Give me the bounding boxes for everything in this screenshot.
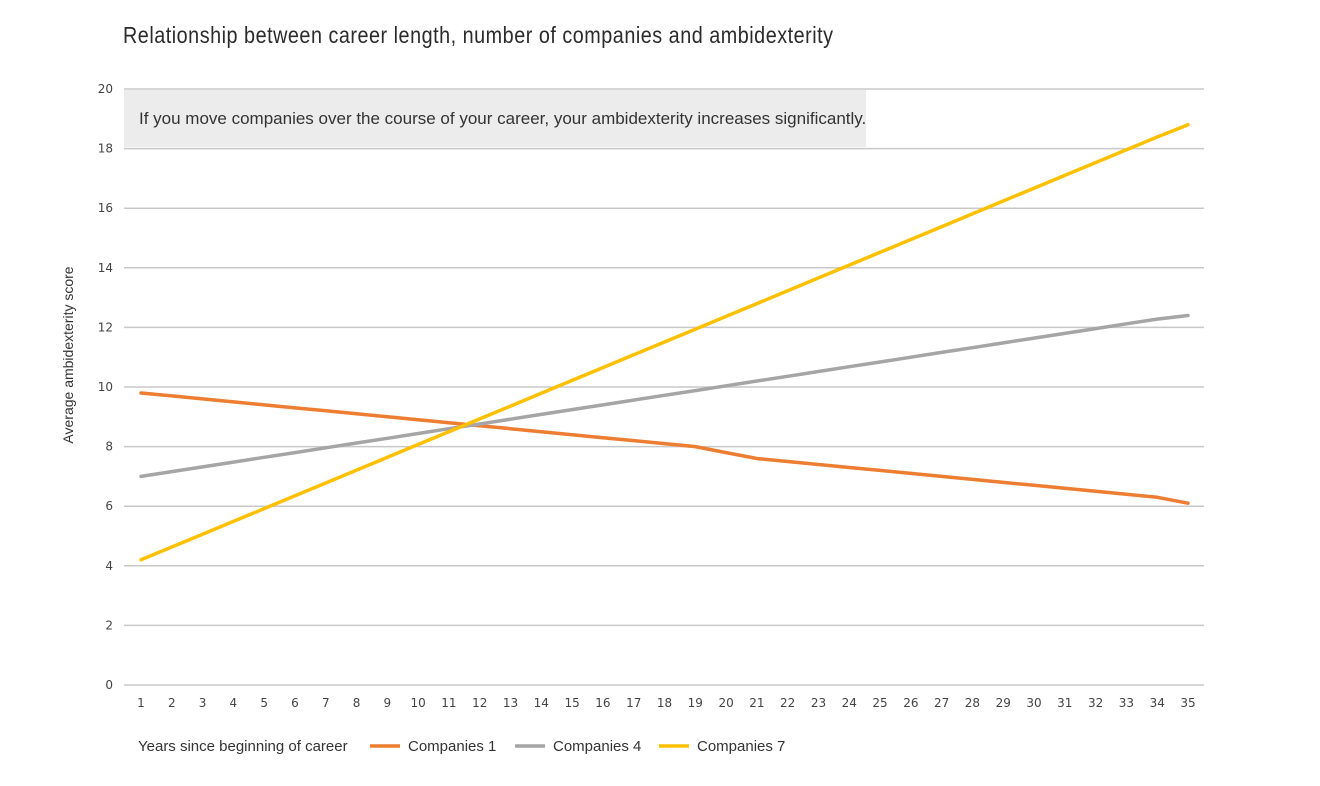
x-tick-label: 6 [291,696,299,710]
y-tick-label: 20 [98,82,113,96]
x-tick-label: 12 [472,696,487,710]
x-tick-label: 35 [1180,696,1195,710]
series-line-companies-4 [139,313,1190,479]
chart-title: Relationship between career length, numb… [123,22,834,48]
x-tick-label: 2 [168,696,176,710]
y-tick-label: 4 [105,559,113,573]
x-tick-label: 10 [411,696,426,710]
x-tick-label: 7 [322,696,330,710]
x-tick-label: 25 [872,696,887,710]
x-tick-label: 29 [996,696,1011,710]
x-tick-label: 5 [260,696,268,710]
x-tick-label: 18 [657,696,672,710]
x-tick-label: 16 [595,696,610,710]
x-tick-label: 13 [503,696,518,710]
x-tick-label: 27 [934,696,949,710]
annotation-text: If you move companies over the course of… [139,109,866,128]
x-tick-label: 28 [965,696,980,710]
y-axis-ticks: 0 2 4 6 8 10 12 14 16 18 20 [98,82,113,692]
x-tick-label: 33 [1119,696,1134,710]
x-tick-label: 11 [441,696,456,710]
x-tick-label: 24 [842,696,857,710]
x-tick-label: 34 [1150,696,1165,710]
x-tick-label: 32 [1088,696,1103,710]
legend-label-companies-1: Companies 1 [408,738,496,755]
x-tick-label: 23 [811,696,826,710]
x-axis-label: Years since beginning of career [138,738,348,755]
y-tick-label: 0 [105,678,113,692]
x-tick-label: 9 [384,696,392,710]
y-tick-label: 2 [105,618,113,632]
y-axis-label: Average ambidexterity score [60,266,76,443]
gridlines [124,88,1204,686]
x-axis-ticks: 1 2 3 4 5 6 7 8 9 10 11 12 13 14 15 16 17 18 19 20 21 22 23 24 2… [137,696,1195,710]
series-line-companies-1 [139,391,1190,505]
y-tick-label: 6 [105,499,113,513]
x-tick-label: 30 [1026,696,1041,710]
series-lines [139,123,1190,562]
annotation-box [124,90,866,147]
y-tick-label: 12 [98,320,113,334]
x-tick-label: 17 [626,696,641,710]
x-tick-label: 4 [230,696,238,710]
series-line-companies-7 [139,123,1190,562]
x-tick-label: 14 [534,696,549,710]
x-tick-label: 26 [903,696,918,710]
y-tick-label: 10 [98,380,113,394]
y-tick-label: 14 [98,261,113,275]
x-tick-label: 22 [780,696,795,710]
x-tick-label: 15 [564,696,579,710]
y-tick-label: 16 [98,201,113,215]
y-tick-label: 8 [105,440,113,454]
x-tick-label: 8 [353,696,361,710]
x-tick-label: 3 [199,696,207,710]
legend-label-companies-7: Companies 7 [697,738,785,755]
x-tick-label: 19 [688,696,703,710]
legend: Years since beginning of career Companie… [138,738,785,755]
y-tick-label: 18 [98,142,113,156]
x-tick-label: 1 [137,696,145,710]
x-tick-label: 20 [718,696,733,710]
legend-label-companies-4: Companies 4 [553,738,641,755]
x-tick-label: 31 [1057,696,1072,710]
x-tick-label: 21 [749,696,764,710]
